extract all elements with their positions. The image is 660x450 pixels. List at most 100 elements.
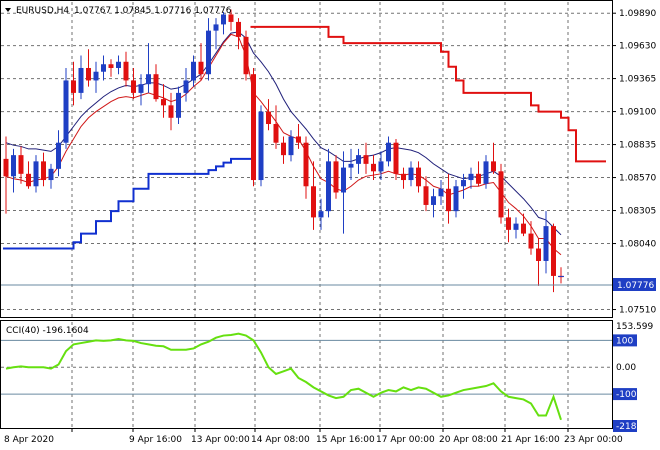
bull-candle-body	[116, 61, 121, 68]
bear-candle-body	[26, 173, 31, 187]
bull-candle-body	[33, 161, 39, 187]
bull-candle-body	[206, 30, 211, 75]
time-axis[interactable]: 8 Apr 2020 9 Apr 16:00 13 Apr 00:00 14 Apr …	[4, 428, 623, 445]
bull-candle-body	[93, 71, 99, 81]
price-tick-label: 1.08305	[619, 207, 656, 217]
bull-candle-body	[326, 161, 331, 212]
current-price-label: 1.07776	[617, 281, 654, 291]
bull-candle-body	[461, 180, 466, 187]
bull-candle-body	[191, 61, 196, 81]
bear-candle-body	[551, 226, 556, 276]
bear-candle-body	[423, 186, 429, 205]
bull-candle-body	[138, 84, 144, 93]
bull-candle-body	[56, 142, 61, 169]
cci-level-box	[613, 334, 637, 347]
bull-candle-body	[348, 163, 354, 168]
bear-candle-body	[273, 124, 279, 143]
cci-pane-frame	[0, 320, 613, 429]
bear-candle-body	[18, 155, 24, 174]
bear-candle-body	[401, 173, 406, 181]
bear-candle-body	[446, 188, 451, 212]
bull-candle-body	[513, 223, 519, 230]
bull-candle-body	[101, 64, 106, 72]
cci-axis[interactable]: 153.599 100 0.00 -100 -218.8859	[613, 322, 660, 432]
bear-candle-body	[131, 80, 136, 93]
bear-candle-body	[536, 248, 541, 261]
price-tick-label: 1.08835	[619, 141, 656, 151]
bull-candle-body	[176, 92, 181, 118]
bull-candle-body	[408, 167, 414, 181]
cci-series	[5, 332, 562, 421]
bull-candle-body	[386, 142, 391, 162]
bull-candle-body	[318, 211, 324, 218]
cci-line	[5, 332, 562, 421]
bull-candle-body	[258, 111, 264, 181]
price-tick-label: 1.09100	[619, 108, 656, 118]
cci-level-box	[613, 388, 637, 401]
bull-candle-body	[183, 80, 189, 93]
bear-candle-body	[243, 36, 249, 75]
bull-candle-body	[468, 173, 474, 181]
bear-candle-body	[311, 186, 316, 218]
bull-candle-body	[11, 155, 16, 177]
bull-candle-body	[63, 80, 69, 143]
bear-candle-body	[393, 142, 399, 174]
bull-candle-body	[431, 196, 436, 205]
resistance-stop-line	[250, 25, 606, 163]
bull-candle-body	[341, 167, 346, 193]
cci-tick-label: 153.599	[616, 322, 653, 332]
bear-candle-body	[3, 158, 9, 177]
bear-candle-body	[153, 74, 159, 100]
price-axis[interactable]: 1.09890 1.09630 1.09365 1.09100 1.08835 1.085…	[612, 9, 656, 316]
stop-lines	[3, 25, 606, 250]
bull-candle-body	[378, 161, 384, 172]
bear-candle-body	[41, 161, 46, 181]
price-tick-label: 1.09890	[619, 9, 656, 19]
bear-candle-body	[303, 142, 309, 187]
current-price-box	[613, 278, 656, 291]
price-tick-label: 1.08040	[619, 240, 656, 250]
bear-candle-body	[476, 173, 481, 184]
cci-tick-label: -218.8859	[616, 422, 660, 432]
time-tick-label: 9 Apr 16:00	[129, 435, 182, 445]
time-tick-label: 15 Apr 16:00	[316, 435, 375, 445]
bull-candle-body	[543, 226, 549, 261]
bull-candle-body	[221, 14, 226, 25]
price-tick-label: 1.09630	[619, 42, 656, 52]
bull-candle-body	[146, 74, 151, 85]
price-tick-label: 1.09365	[619, 75, 656, 85]
bear-candle-body	[506, 217, 511, 230]
bull-candle-body	[213, 24, 219, 31]
bull-candle-body	[78, 67, 84, 93]
cci-indicator-label: CCI(40) -196.1604	[6, 326, 89, 336]
time-tick-label: 14 Apr 08:00	[251, 435, 310, 445]
bull-candle-body	[48, 168, 54, 181]
bear-candle-body	[371, 163, 376, 172]
bull-candle-body	[483, 161, 489, 184]
bear-candle-body	[296, 136, 301, 143]
bull-candle-body	[438, 188, 444, 197]
time-tick-label: 20 Apr 08:00	[439, 435, 498, 445]
bear-candle-body	[71, 80, 76, 93]
bull-candle-body	[453, 186, 459, 212]
bear-candle-body	[416, 167, 421, 187]
bear-candle-body	[168, 105, 174, 118]
bear-candle-body	[123, 61, 129, 81]
candlesticks	[3, 9, 564, 293]
fast-ma-line	[5, 33, 562, 256]
bull-candle-body	[356, 155, 361, 164]
time-tick-label: 21 Apr 16:00	[501, 435, 560, 445]
price-tick-label: 1.08570	[619, 174, 656, 184]
cci-tick-label: 100	[616, 336, 633, 346]
cci-level-box	[613, 420, 637, 432]
bear-candle-body	[251, 74, 256, 181]
bear-candle-body	[498, 171, 504, 218]
cci-tick-label: 0.00	[616, 363, 636, 373]
bear-candle-body	[236, 21, 241, 37]
bear-candle-body	[198, 61, 204, 75]
bear-candle-body	[281, 142, 286, 156]
price-tick-label: 1.07510	[619, 306, 656, 316]
dropdown-triangle-icon[interactable]	[5, 8, 11, 12]
